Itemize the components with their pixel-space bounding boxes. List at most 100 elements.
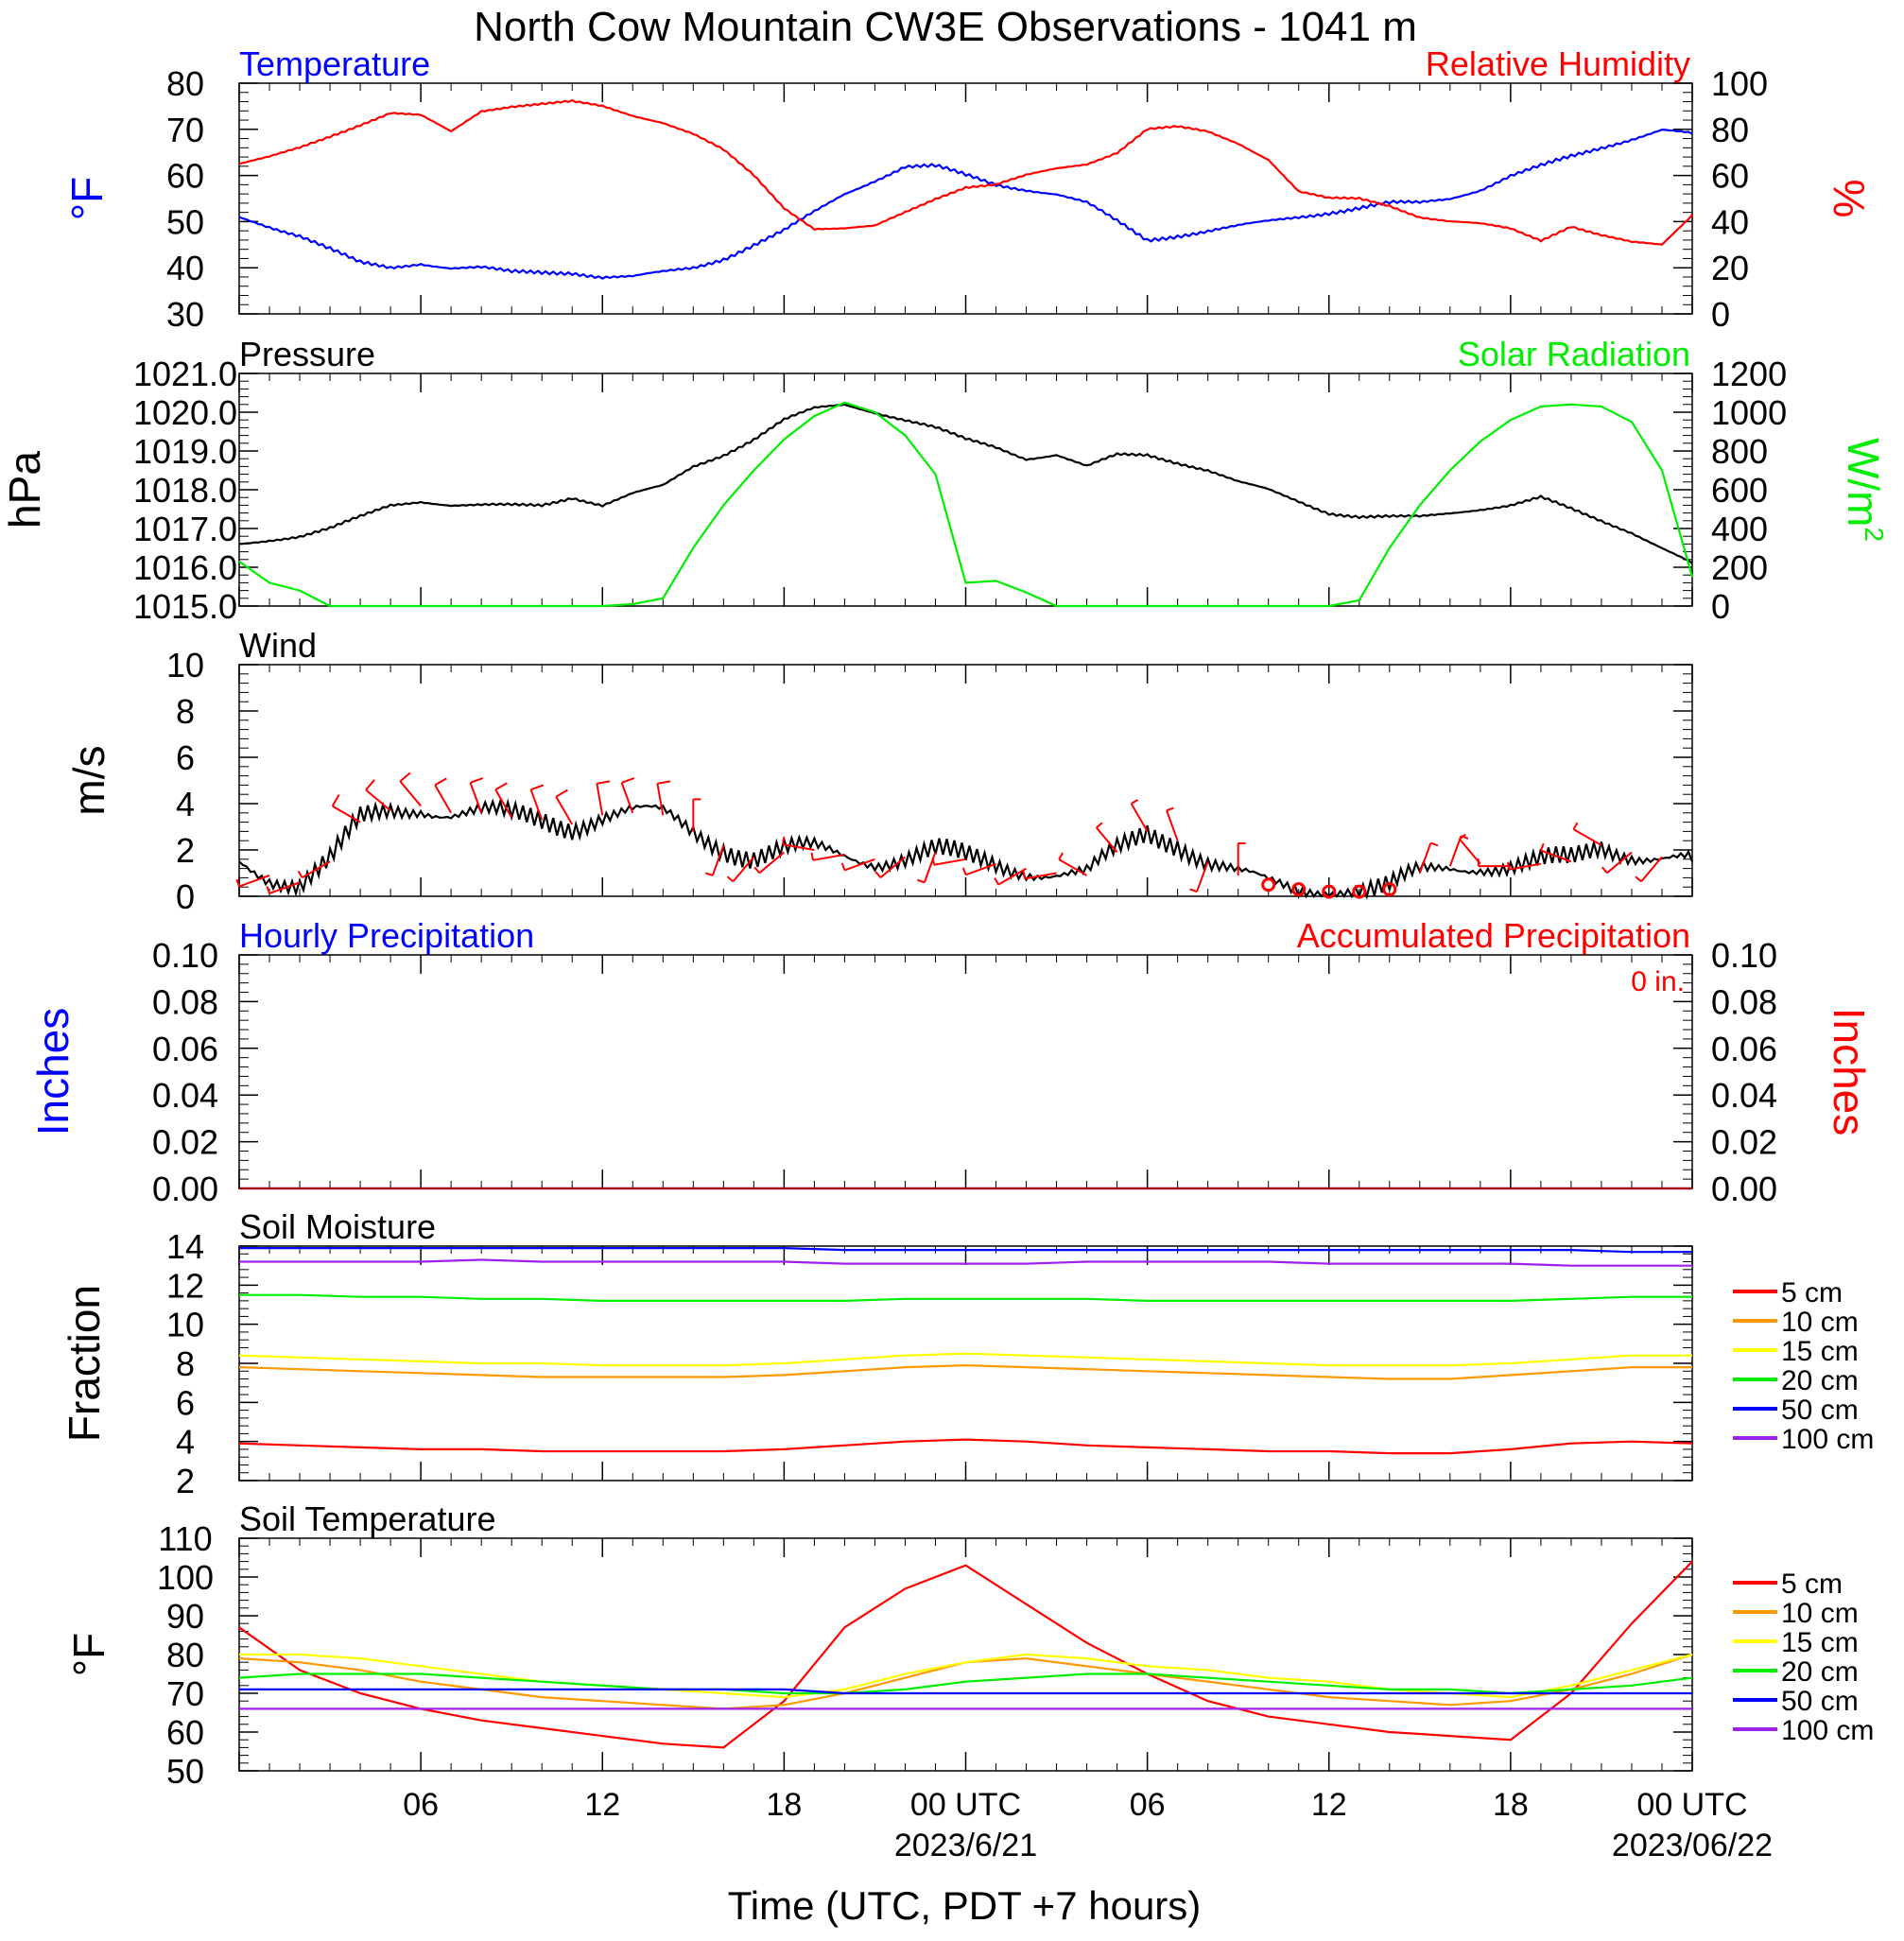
wind-barb-staff — [434, 784, 453, 814]
wind-barb-staff — [469, 782, 483, 814]
y-tick-label-right: 100 — [1711, 64, 1768, 103]
series-line-50-cm — [239, 1247, 1692, 1254]
wind-barb-staff — [1130, 803, 1149, 832]
panel-title-left: Soil Temperature — [239, 1499, 495, 1538]
panel-pressure-solar: 1021.01020.01019.01018.01017.01016.01015… — [0, 335, 1889, 626]
series-line-temperature — [238, 128, 1693, 280]
x-tick-label: 12 — [584, 1787, 620, 1823]
panel-title-left: Pressure — [239, 335, 375, 373]
wind-calm-marker — [1261, 877, 1276, 893]
wind-barb-flag — [1507, 861, 1511, 870]
y-tick-label-right: 0.00 — [1711, 1170, 1777, 1208]
wind-barb-flag — [1189, 888, 1198, 893]
wind-barb-staff — [844, 858, 875, 872]
wind-barb-staff — [1540, 849, 1572, 863]
series-line-pressure — [238, 403, 1693, 564]
wind-barb-staff — [1509, 862, 1542, 871]
series-line-5-cm — [238, 1438, 1693, 1455]
panel-title-left: Temperature — [239, 44, 430, 83]
wind-barb-staff — [1095, 826, 1118, 854]
legend-label: 50 cm — [1781, 1395, 1859, 1426]
y-tick-label-left: 4 — [176, 785, 195, 823]
legend-label: 15 cm — [1781, 1627, 1859, 1658]
wind-barb-flag — [494, 782, 508, 791]
y-axis-label-left: °F — [64, 1633, 113, 1677]
wind-barb-staff — [812, 853, 845, 861]
wind-barb-flag — [1166, 806, 1174, 812]
y-tick-label-left: 1015.0 — [133, 587, 237, 626]
wind-barb-staff — [1606, 851, 1633, 875]
wind-barb-staff — [997, 867, 1028, 886]
plot-frame — [238, 1537, 1693, 1772]
y-tick-label-left: 90 — [166, 1597, 204, 1636]
y-axis-label-left: Fraction — [60, 1285, 109, 1442]
x-tick-label: 00 UTC — [910, 1787, 1021, 1823]
wind-barb-flag — [1131, 799, 1139, 805]
wind-barb-flag — [1601, 866, 1608, 874]
wind-barb-flag — [961, 867, 967, 875]
wind-barb-staff — [268, 881, 301, 894]
series-line-relative-humidity — [238, 98, 1693, 246]
y-axis-label-left: m/s — [64, 745, 113, 815]
wind-barb-flag — [994, 877, 999, 886]
y-tick-label-left: 30 — [166, 295, 204, 334]
y-tick-label-right: 60 — [1711, 157, 1749, 196]
wind-barb-staff — [923, 852, 937, 883]
wind-barb-staff — [933, 858, 966, 866]
wind-barb-staff — [782, 843, 815, 851]
y-tick-label-left: 70 — [166, 111, 204, 149]
wind-barb-staff — [1166, 809, 1179, 841]
wind-barb-flag — [1096, 822, 1103, 829]
y-axis-label-right: Inches — [1825, 1008, 1874, 1136]
wind-barb-staff — [365, 789, 391, 812]
y-tick-label-left: 4 — [176, 1423, 195, 1462]
y-axis-label-right: W/m2 — [1839, 438, 1889, 542]
y-tick-label-left: 40 — [166, 249, 204, 287]
legend-label: 20 cm — [1781, 1656, 1859, 1688]
y-axis-label-right: % — [1825, 180, 1874, 218]
y-tick-label-left: 6 — [176, 738, 195, 777]
plot-frame — [238, 664, 1693, 897]
y-tick-label-right: 0.02 — [1711, 1123, 1777, 1162]
wind-barb-staff — [732, 856, 755, 883]
wind-barb-staff — [332, 805, 361, 823]
y-tick-label-right: 0.06 — [1711, 1030, 1777, 1068]
y-tick-label-left: 1016.0 — [133, 548, 237, 587]
y-tick-label-left: 1018.0 — [133, 471, 237, 510]
series-line-50-cm — [239, 1688, 1692, 1695]
y-tick-label-left: 100 — [157, 1558, 214, 1597]
y-tick-label-left: 0.04 — [152, 1076, 218, 1115]
legend-label: 100 cm — [1781, 1715, 1874, 1746]
wind-barb-flag — [726, 875, 735, 883]
x-tick-label: 06 — [1130, 1787, 1166, 1823]
y-tick-label-right: 400 — [1711, 510, 1768, 548]
legend-label: 10 cm — [1781, 1307, 1859, 1338]
wind-barb-flag — [931, 857, 936, 865]
wind-barb-staff — [879, 856, 907, 878]
y-tick-label-right: 40 — [1711, 202, 1749, 241]
panel-title-left: Wind — [239, 626, 317, 665]
wind-calm-marker — [1322, 884, 1337, 899]
series-line-100-cm — [239, 1258, 1692, 1267]
legend-label: 50 cm — [1781, 1686, 1859, 1717]
series-line-15-cm — [238, 1352, 1692, 1367]
wind-barb-flag — [1635, 875, 1642, 883]
y-tick-label-left: 12 — [166, 1266, 204, 1305]
plot-frame — [238, 373, 1693, 607]
wind-barb-flag — [1430, 841, 1439, 847]
wind-barb-staff — [620, 782, 634, 814]
y-tick-label-left: 10 — [166, 1306, 204, 1344]
wind-barb-staff — [711, 844, 725, 876]
y-tick-label-left: 10 — [166, 646, 204, 685]
wind-barb-staff — [1448, 835, 1463, 867]
wind-barb-flag — [235, 878, 241, 887]
legend-label: 100 cm — [1781, 1424, 1874, 1455]
wind-barb-staff — [555, 796, 574, 825]
wind-barb-flag — [1459, 833, 1466, 841]
wind-barb-staff — [238, 875, 270, 888]
panel-precipitation: 0.10 0.08 0.06 0.04 0.02 0.00 0.10 0.08 0.06 0.04… — [28, 916, 1874, 1208]
wind-barb-flag — [916, 878, 926, 884]
y-tick-label-left: 0.08 — [152, 982, 218, 1021]
